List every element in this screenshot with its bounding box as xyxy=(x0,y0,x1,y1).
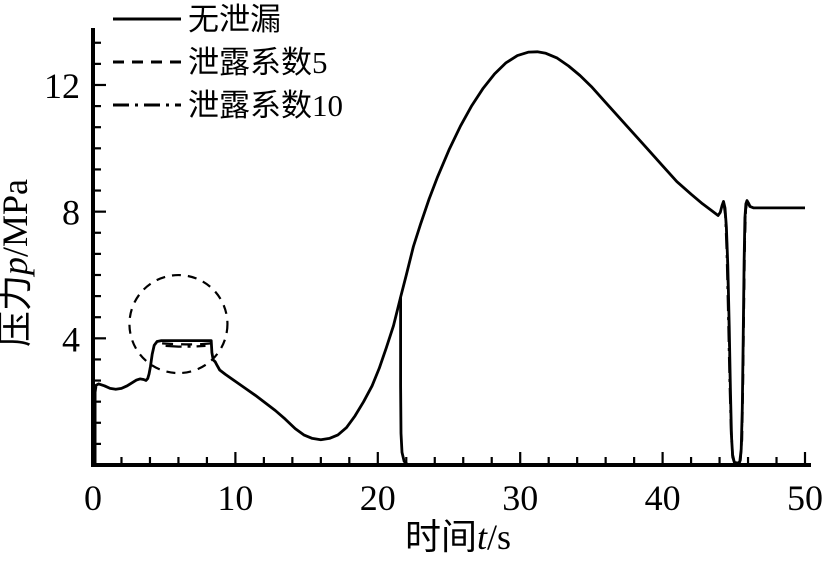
x-tick-label: 20 xyxy=(360,478,396,518)
x-ticks xyxy=(91,452,807,464)
curve-dashed xyxy=(162,342,211,346)
y-tick-label: 12 xyxy=(44,66,80,106)
legend-line-samples xyxy=(113,17,181,107)
legend-label-leak-coeff-10: 泄露系数10 xyxy=(188,88,343,123)
curves xyxy=(93,50,805,467)
x-axis-title: 时间t/s xyxy=(405,517,511,557)
legend-label-leak-coeff-5: 泄露系数5 xyxy=(188,45,328,80)
y-axis-title: 压力p/MPa xyxy=(0,179,35,347)
legend: 无泄漏 泄露系数5 泄露系数10 xyxy=(113,2,343,123)
y-tick-labels: 4 8 12 xyxy=(44,66,80,359)
legend-label-no-leak: 无泄漏 xyxy=(188,2,281,37)
axes xyxy=(91,28,811,467)
annotation xyxy=(128,273,229,375)
y-tick-label: 8 xyxy=(62,193,80,233)
x-tick-label: 50 xyxy=(787,478,823,518)
x-tick-labels: 0 10 20 30 40 50 xyxy=(84,478,823,518)
curve-solid xyxy=(93,50,805,465)
x-tick-label: 30 xyxy=(502,478,538,518)
x-tick-label: 10 xyxy=(217,478,253,518)
x-tick-label: 40 xyxy=(645,478,681,518)
curve-dashdot xyxy=(165,344,206,348)
y-tick-label: 4 xyxy=(62,319,80,359)
x-tick-label: 0 xyxy=(84,478,102,518)
curve-solid xyxy=(399,297,411,467)
highlight-circle xyxy=(128,273,229,375)
